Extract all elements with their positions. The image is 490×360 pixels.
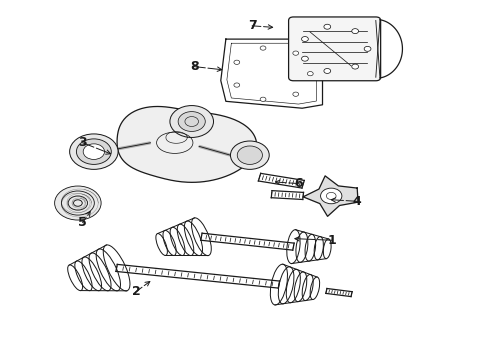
Circle shape [230,141,269,169]
Text: 7: 7 [248,19,257,32]
Circle shape [364,46,371,51]
Circle shape [83,144,104,159]
Text: 6: 6 [294,177,303,190]
Circle shape [54,186,101,220]
Polygon shape [303,176,358,216]
Circle shape [352,29,359,33]
Circle shape [320,188,342,204]
Text: 8: 8 [190,60,198,73]
Circle shape [352,64,359,69]
Circle shape [178,112,205,131]
Text: 3: 3 [78,136,87,149]
Text: 1: 1 [328,234,337,247]
Circle shape [324,68,331,73]
Circle shape [260,97,266,102]
Circle shape [293,51,298,55]
Text: 2: 2 [132,285,140,298]
Circle shape [307,72,313,76]
Polygon shape [117,107,257,182]
Circle shape [324,24,331,29]
Circle shape [234,83,240,87]
Circle shape [170,105,214,138]
Circle shape [260,46,266,50]
Circle shape [237,146,263,165]
Text: 5: 5 [78,216,87,229]
Circle shape [301,56,308,61]
Circle shape [76,139,111,165]
Text: 4: 4 [352,195,361,208]
Circle shape [70,134,118,169]
FancyBboxPatch shape [289,17,381,81]
Circle shape [293,92,298,96]
Circle shape [234,60,240,64]
Circle shape [301,36,308,41]
